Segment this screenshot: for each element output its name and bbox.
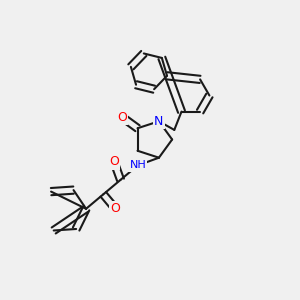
Text: O: O xyxy=(109,155,119,168)
Text: O: O xyxy=(111,202,121,215)
Text: O: O xyxy=(117,110,127,124)
Text: N: N xyxy=(154,115,164,128)
Text: NH: NH xyxy=(129,160,146,170)
